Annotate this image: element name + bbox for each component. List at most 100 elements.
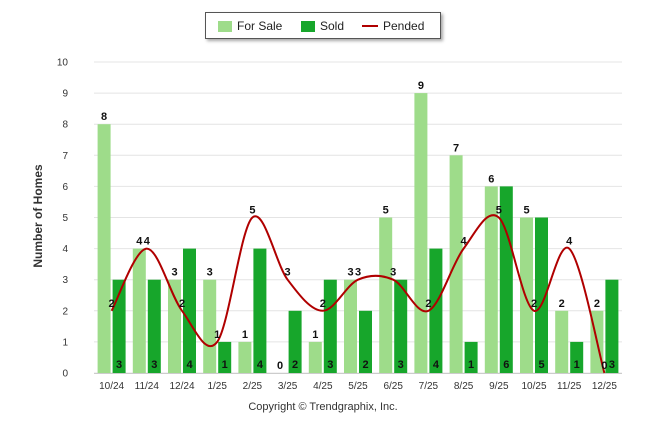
data-label-for-sale: 1 bbox=[312, 329, 318, 341]
x-tick-label: 9/25 bbox=[489, 381, 509, 392]
x-tick-label: 11/25 bbox=[557, 381, 582, 392]
legend-swatch-sold bbox=[301, 20, 315, 32]
bar-for-sale bbox=[97, 124, 111, 373]
bar-sold bbox=[429, 248, 443, 373]
x-tick-label: 11/24 bbox=[135, 381, 160, 392]
data-label-for-sale: 2 bbox=[559, 298, 565, 310]
data-label-pended: 2 bbox=[531, 298, 537, 310]
data-label-pended: 2 bbox=[320, 298, 326, 310]
legend-item-for-sale[interactable]: For Sale bbox=[218, 19, 282, 33]
bar-for-sale bbox=[449, 155, 463, 373]
data-label-sold: 3 bbox=[327, 359, 333, 371]
y-axis-ticks: 0 1 2 3 4 5 6 7 8 9 10 bbox=[57, 58, 69, 380]
legend-label-sold: Sold bbox=[320, 19, 345, 33]
y-tick-label: 1 bbox=[62, 337, 68, 348]
bar-sold bbox=[605, 279, 619, 373]
legend: For Sale Sold Pended bbox=[205, 12, 441, 39]
y-tick-label: 2 bbox=[62, 306, 68, 317]
x-tick-label: 12/25 bbox=[592, 381, 617, 392]
y-tick-label: 8 bbox=[62, 120, 68, 131]
data-label-pended: 4 bbox=[461, 236, 468, 248]
y-axis-label: Number of Homes bbox=[31, 164, 45, 268]
bar-for-sale bbox=[379, 217, 393, 373]
data-label-pended: 3 bbox=[355, 267, 361, 279]
x-tick-label: 7/25 bbox=[419, 381, 439, 392]
bar-for-sale bbox=[132, 248, 146, 373]
y-tick-label: 7 bbox=[62, 151, 68, 162]
legend-swatch-pended bbox=[362, 25, 378, 27]
data-label-pended: 0 bbox=[601, 360, 607, 372]
data-label-for-sale: 3 bbox=[347, 267, 353, 279]
bar-sold bbox=[183, 248, 196, 373]
legend-label-pended: Pended bbox=[383, 19, 425, 33]
data-label-for-sale: 5 bbox=[523, 205, 529, 217]
pended-series-line bbox=[110, 214, 606, 374]
bar-sold bbox=[499, 186, 513, 373]
data-label-pended: 3 bbox=[285, 267, 291, 279]
data-label-for-sale: 5 bbox=[383, 205, 389, 217]
data-label-pended: 2 bbox=[425, 298, 431, 310]
legend-label-for-sale: For Sale bbox=[237, 19, 283, 33]
y-tick-label: 9 bbox=[62, 89, 68, 100]
data-label-sold: 2 bbox=[292, 359, 298, 371]
data-label-sold: 1 bbox=[574, 359, 580, 371]
bar-sold bbox=[570, 341, 584, 373]
pended-line bbox=[110, 214, 606, 374]
data-label-for-sale: 2 bbox=[594, 298, 600, 310]
data-label-sold: 5 bbox=[538, 359, 544, 371]
data-label-sold: 3 bbox=[151, 359, 157, 371]
bar-sold bbox=[218, 341, 232, 373]
data-label-sold: 3 bbox=[116, 359, 122, 371]
bar-for-sale bbox=[520, 217, 533, 373]
x-tick-label: 12/24 bbox=[169, 381, 194, 392]
data-label-for-sale: 9 bbox=[418, 80, 424, 92]
data-label-sold: 3 bbox=[609, 359, 615, 371]
x-tick-label: 10/24 bbox=[99, 381, 124, 392]
x-tick-label: 10/25 bbox=[521, 381, 546, 392]
data-label-sold: 6 bbox=[503, 359, 509, 371]
data-label-for-sale: 0 bbox=[277, 360, 283, 372]
bar-sold bbox=[253, 248, 267, 373]
bar-for-sale bbox=[238, 341, 252, 373]
data-label-for-sale: 3 bbox=[171, 267, 177, 279]
x-tick-label: 4/25 bbox=[313, 381, 333, 392]
x-tick-label: 8/25 bbox=[454, 381, 474, 392]
y-tick-label: 0 bbox=[62, 369, 68, 380]
x-tick-label: 6/25 bbox=[383, 381, 403, 392]
bar-for-sale bbox=[203, 279, 217, 373]
x-tick-label: 2/25 bbox=[243, 381, 263, 392]
data-label-for-sale: 6 bbox=[488, 173, 494, 185]
bar-for-sale bbox=[308, 341, 322, 373]
x-tick-label: 5/25 bbox=[348, 381, 368, 392]
bar-for-sale bbox=[555, 310, 569, 373]
data-label-for-sale: 3 bbox=[207, 267, 213, 279]
data-label-pended: 2 bbox=[109, 298, 115, 310]
data-label-for-sale: 1 bbox=[242, 329, 248, 341]
data-label-for-sale: 4 bbox=[136, 236, 143, 248]
y-tick-label: 10 bbox=[57, 58, 69, 69]
legend-item-sold[interactable]: Sold bbox=[301, 19, 344, 33]
data-label-sold: 1 bbox=[222, 359, 228, 371]
bar-sold bbox=[323, 279, 337, 373]
legend-item-pended[interactable]: Pended bbox=[362, 19, 424, 33]
bar-for-sale bbox=[344, 279, 357, 373]
data-label-sold: 3 bbox=[398, 359, 404, 371]
bar-sold bbox=[464, 341, 478, 373]
data-label-sold: 4 bbox=[186, 359, 193, 371]
bar-sold bbox=[359, 310, 372, 373]
data-label-sold: 1 bbox=[468, 359, 474, 371]
bar-for-sale bbox=[168, 279, 181, 373]
y-tick-label: 5 bbox=[62, 213, 68, 224]
y-tick-label: 6 bbox=[62, 182, 68, 193]
copyright-footer: Copyright © Trendgraphix, Inc. bbox=[248, 401, 398, 413]
bar-sold bbox=[394, 279, 408, 373]
bar-sold bbox=[288, 310, 302, 373]
bar-for-sale bbox=[414, 93, 428, 373]
data-label-for-sale: 8 bbox=[101, 111, 107, 123]
bar-sold bbox=[535, 217, 548, 373]
data-label-for-sale: 7 bbox=[453, 142, 459, 154]
data-label-pended: 5 bbox=[249, 205, 255, 217]
data-label-pended: 1 bbox=[214, 329, 220, 341]
